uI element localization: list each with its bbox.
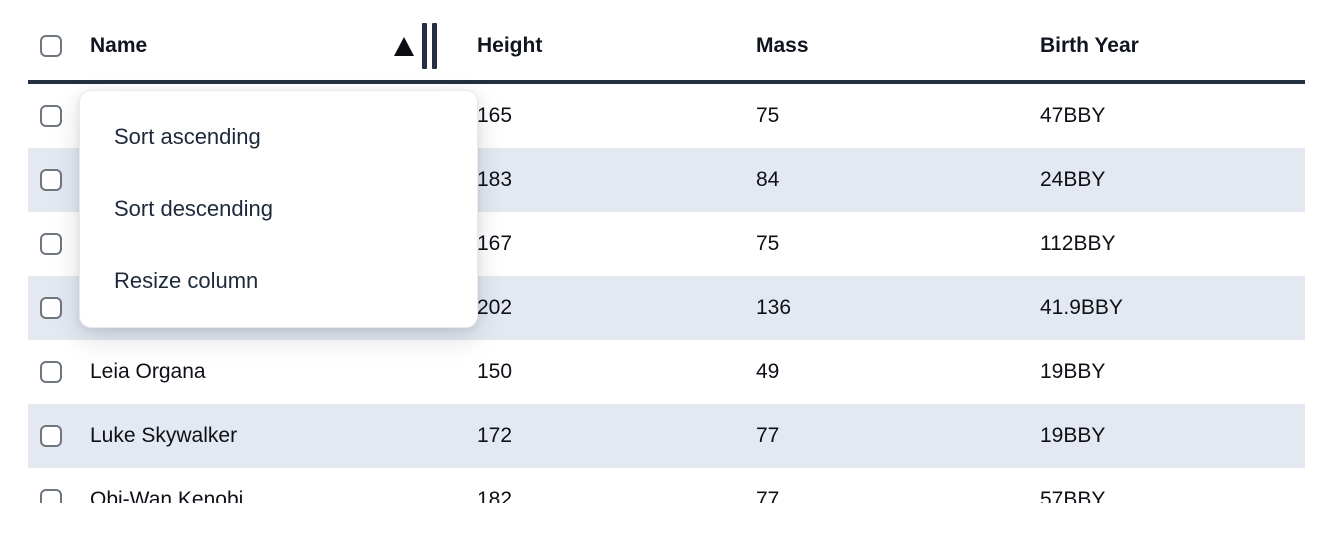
row-checkbox[interactable] bbox=[40, 489, 62, 503]
cell-mass: 75 bbox=[756, 232, 780, 255]
cell-height: 172 bbox=[477, 424, 513, 447]
row-checkbox[interactable] bbox=[40, 361, 62, 383]
column-header-birth-year[interactable]: Birth Year bbox=[1040, 34, 1139, 57]
cell-birth-year: 24BBY bbox=[1040, 168, 1106, 191]
cell-mass: 84 bbox=[756, 168, 780, 191]
cell-height: 202 bbox=[477, 296, 513, 319]
column-header-name-label: Name bbox=[90, 34, 148, 57]
cell-birth-year: 19BBY bbox=[1040, 360, 1106, 383]
cell-mass: 77 bbox=[756, 488, 780, 503]
menu-item-sort-descending[interactable]: Sort descending bbox=[114, 196, 273, 221]
column-resize-handle-icon[interactable] bbox=[422, 23, 437, 69]
row-checkbox[interactable] bbox=[40, 169, 62, 191]
cell-height: 182 bbox=[477, 488, 513, 503]
menu-item-sort-ascending[interactable]: Sort ascending bbox=[114, 124, 261, 149]
cell-mass: 136 bbox=[756, 296, 792, 319]
cell-height: 165 bbox=[477, 104, 513, 127]
select-all-checkbox[interactable] bbox=[40, 35, 62, 57]
table-header-row: Name Height Mass Birth Year bbox=[28, 12, 1305, 84]
cell-name: Leia Organa bbox=[90, 360, 206, 383]
cell-birth-year: 41.9BBY bbox=[1040, 296, 1123, 319]
cell-height: 167 bbox=[477, 232, 513, 255]
row-checkbox[interactable] bbox=[40, 105, 62, 127]
cell-name: Obi-Wan Kenobi bbox=[90, 488, 244, 503]
cell-mass: 75 bbox=[756, 104, 780, 127]
cell-mass: 49 bbox=[756, 360, 780, 383]
table-row[interactable]: Luke Skywalker 172 77 19BBY bbox=[28, 404, 1305, 468]
row-checkbox[interactable] bbox=[40, 233, 62, 255]
cell-birth-year: 112BBY bbox=[1040, 232, 1116, 255]
cell-height: 183 bbox=[477, 168, 513, 191]
row-checkbox[interactable] bbox=[40, 425, 62, 447]
table-row[interactable]: Leia Organa 150 49 19BBY bbox=[28, 340, 1305, 404]
column-header-height[interactable]: Height bbox=[477, 34, 543, 57]
sort-ascending-icon bbox=[394, 36, 414, 56]
table-row[interactable]: Obi-Wan Kenobi 182 77 57BBY bbox=[28, 468, 1305, 503]
menu-item-resize-column[interactable]: Resize column bbox=[114, 268, 259, 293]
column-header-name[interactable]: Name bbox=[78, 12, 465, 80]
cell-name: Luke Skywalker bbox=[90, 424, 238, 447]
cell-birth-year: 47BBY bbox=[1040, 104, 1106, 127]
cell-birth-year: 57BBY bbox=[1040, 488, 1106, 503]
header-select-all-cell bbox=[28, 35, 78, 57]
column-header-mass[interactable]: Mass bbox=[756, 34, 809, 57]
cell-mass: 77 bbox=[756, 424, 780, 447]
column-context-menu: Sort ascending Sort descending Resize co… bbox=[79, 90, 478, 328]
cell-birth-year: 19BBY bbox=[1040, 424, 1106, 447]
row-checkbox[interactable] bbox=[40, 297, 62, 319]
cell-height: 150 bbox=[477, 360, 513, 383]
